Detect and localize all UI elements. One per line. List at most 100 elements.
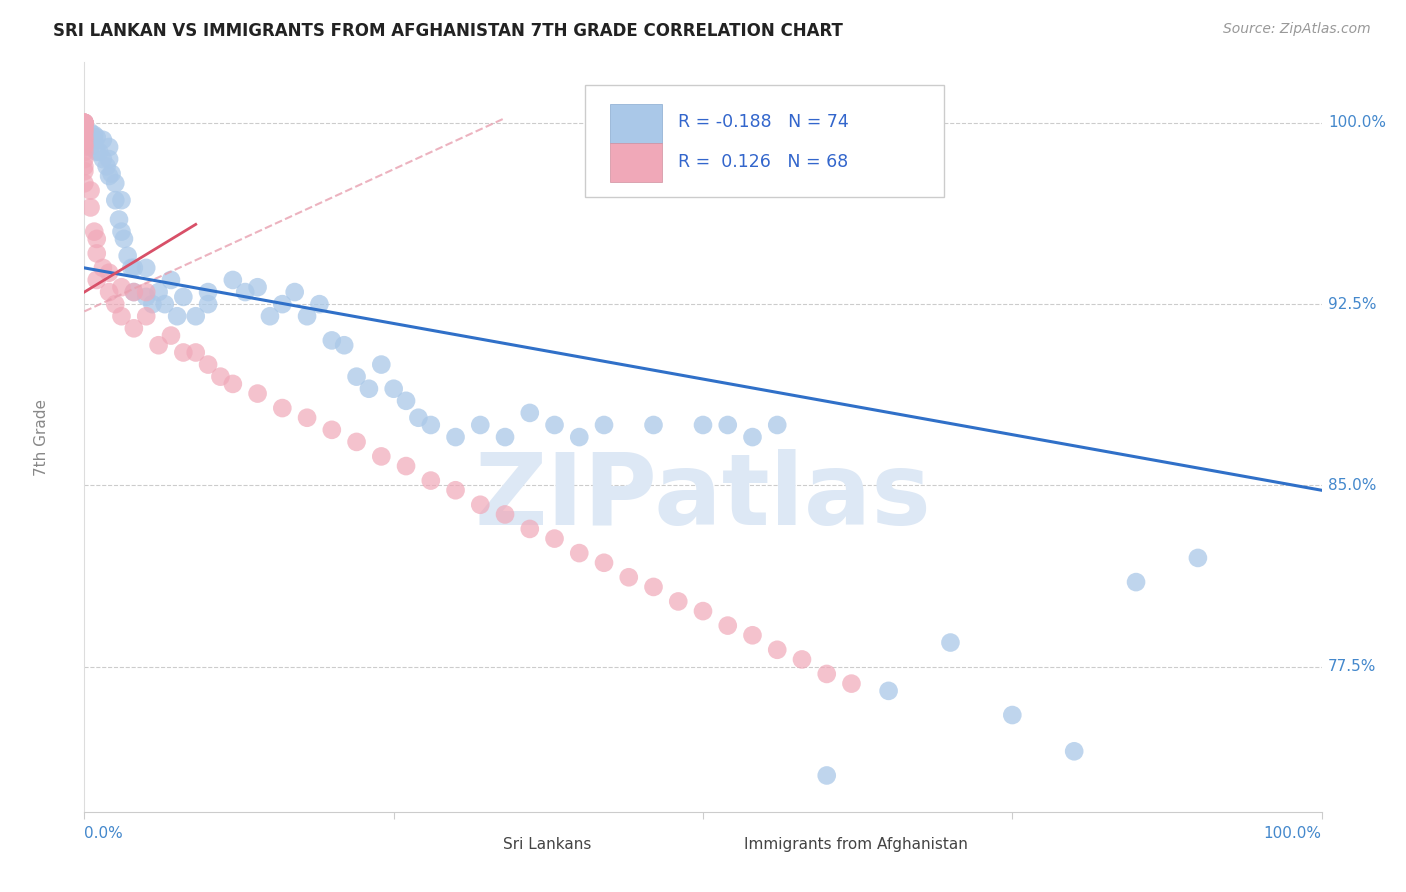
Point xyxy=(120,260,142,275)
Point xyxy=(408,410,430,425)
Point xyxy=(666,594,689,608)
Text: 85.0%: 85.0% xyxy=(1327,478,1376,493)
FancyBboxPatch shape xyxy=(585,85,945,197)
Point xyxy=(73,152,96,166)
Point xyxy=(308,297,330,311)
Point xyxy=(1125,575,1147,590)
Point xyxy=(122,260,145,275)
Text: 77.5%: 77.5% xyxy=(1327,659,1376,674)
Text: Immigrants from Afghanistan: Immigrants from Afghanistan xyxy=(744,838,967,852)
Point xyxy=(246,386,269,401)
Point xyxy=(717,417,740,432)
Point xyxy=(568,546,591,560)
Point xyxy=(160,328,183,343)
Point xyxy=(815,667,838,681)
Point xyxy=(939,635,962,649)
Text: Source: ZipAtlas.com: Source: ZipAtlas.com xyxy=(1223,22,1371,37)
Point xyxy=(197,358,219,372)
Point xyxy=(209,369,232,384)
Point xyxy=(346,434,368,449)
Point xyxy=(593,417,616,432)
Point xyxy=(73,126,96,140)
Point xyxy=(73,116,96,130)
Point xyxy=(444,483,467,498)
Point xyxy=(271,401,294,415)
Point xyxy=(86,273,108,287)
Point xyxy=(91,133,114,147)
Point xyxy=(184,345,207,359)
Point xyxy=(370,358,392,372)
Point xyxy=(79,184,101,198)
Point xyxy=(79,126,101,140)
Point xyxy=(259,310,281,324)
Text: Sri Lankans: Sri Lankans xyxy=(502,838,591,852)
Point xyxy=(271,297,294,311)
Point xyxy=(333,338,356,352)
Point xyxy=(357,382,380,396)
Text: ZIPatlas: ZIPatlas xyxy=(475,449,931,546)
Text: 0.0%: 0.0% xyxy=(84,826,124,841)
Point xyxy=(73,116,96,130)
Point xyxy=(543,417,565,432)
Point xyxy=(741,628,763,642)
Point xyxy=(110,310,132,324)
Text: 100.0%: 100.0% xyxy=(1327,115,1386,130)
Point xyxy=(73,137,96,152)
Point xyxy=(222,376,245,391)
Point xyxy=(83,128,105,142)
Point xyxy=(197,285,219,299)
Point xyxy=(153,297,176,311)
Point xyxy=(790,652,813,666)
Point xyxy=(815,768,838,782)
Point xyxy=(79,201,101,215)
Point xyxy=(321,334,343,348)
Point xyxy=(122,285,145,299)
Point xyxy=(321,423,343,437)
Point xyxy=(593,556,616,570)
Point xyxy=(96,160,118,174)
Text: SRI LANKAN VS IMMIGRANTS FROM AFGHANISTAN 7TH GRADE CORRELATION CHART: SRI LANKAN VS IMMIGRANTS FROM AFGHANISTA… xyxy=(53,22,844,40)
Point xyxy=(91,260,114,275)
Point xyxy=(73,145,96,159)
Point xyxy=(568,430,591,444)
Point xyxy=(122,321,145,335)
Point xyxy=(419,474,441,488)
Point xyxy=(104,176,127,190)
Point xyxy=(73,123,96,137)
Point xyxy=(112,232,135,246)
Point xyxy=(73,133,96,147)
Point xyxy=(83,133,105,147)
Point xyxy=(79,140,101,154)
Point xyxy=(395,393,418,408)
Point xyxy=(110,280,132,294)
Point xyxy=(643,580,665,594)
Point xyxy=(135,290,157,304)
Point xyxy=(166,310,188,324)
Point xyxy=(692,417,714,432)
Point xyxy=(617,570,640,584)
Point xyxy=(148,285,170,299)
Point xyxy=(98,169,121,183)
Text: R = -0.188   N = 74: R = -0.188 N = 74 xyxy=(678,113,849,131)
Point xyxy=(1063,744,1085,758)
Point xyxy=(91,152,114,166)
Point xyxy=(73,116,96,130)
Point xyxy=(494,508,516,522)
Point xyxy=(73,116,96,130)
Point xyxy=(470,498,492,512)
Point xyxy=(89,145,111,159)
Point xyxy=(346,369,368,384)
FancyBboxPatch shape xyxy=(688,832,734,860)
Point xyxy=(104,297,127,311)
Point xyxy=(1001,708,1024,723)
Point xyxy=(73,116,96,130)
FancyBboxPatch shape xyxy=(610,143,662,182)
Point xyxy=(766,417,789,432)
Text: 7th Grade: 7th Grade xyxy=(34,399,49,475)
FancyBboxPatch shape xyxy=(447,832,492,860)
Point xyxy=(98,152,121,166)
Point xyxy=(73,116,96,130)
Text: 92.5%: 92.5% xyxy=(1327,297,1376,311)
Point xyxy=(519,522,541,536)
Text: R =  0.126   N = 68: R = 0.126 N = 68 xyxy=(678,153,848,171)
